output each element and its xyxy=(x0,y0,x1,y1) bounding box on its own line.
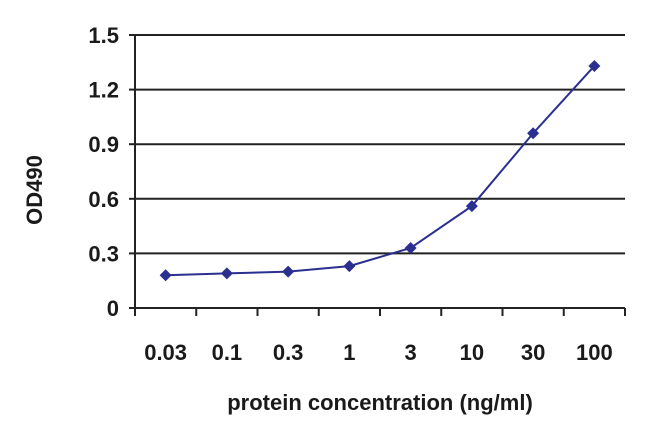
x-axis-label: protein concentration (ng/ml) xyxy=(227,390,533,415)
data-point xyxy=(527,127,540,140)
axes xyxy=(129,34,626,316)
data-point xyxy=(588,59,601,72)
x-tick-label: 0.1 xyxy=(212,340,243,365)
x-tick-label: 0.3 xyxy=(273,340,304,365)
y-tick-labels: 0 0.3 0.6 0.9 1.2 1.5 xyxy=(88,23,119,321)
data-point xyxy=(343,260,356,273)
y-tick-label: 0.6 xyxy=(88,187,119,212)
x-tick-label: 30 xyxy=(521,340,545,365)
y-tick-label: 0.9 xyxy=(88,132,119,157)
data-point xyxy=(465,200,478,213)
gridlines xyxy=(135,34,625,255)
x-tick-label: 10 xyxy=(460,340,484,365)
x-tick-label: 0.03 xyxy=(144,340,187,365)
y-tick-label: 0.3 xyxy=(88,241,119,266)
series-line xyxy=(165,65,596,277)
data-point xyxy=(282,265,295,278)
y-tick-label: 1.2 xyxy=(88,78,119,103)
x-tick-label: 3 xyxy=(405,340,417,365)
x-tick-label: 1 xyxy=(343,340,355,365)
y-tick-label: 0 xyxy=(107,296,119,321)
data-point xyxy=(220,267,233,280)
x-tick-label: 100 xyxy=(576,340,613,365)
series xyxy=(159,59,601,282)
data-point xyxy=(404,241,417,254)
x-tick-labels: 0.03 0.1 0.3 1 3 10 30 100 xyxy=(144,340,613,365)
data-point xyxy=(159,269,172,282)
y-axis-label: OD490 xyxy=(22,155,47,225)
y-tick-label: 1.5 xyxy=(88,23,119,48)
